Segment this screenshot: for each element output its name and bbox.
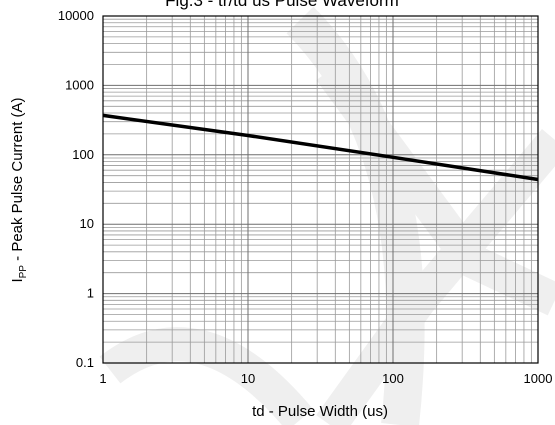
y-axis-label-prefix: I (9, 278, 26, 282)
y-tick-label: 1000 (65, 77, 94, 92)
x-tick-label: 100 (382, 371, 404, 386)
plot-frame (102, 15, 539, 364)
y-axis-label-subscript: PP (18, 265, 29, 279)
grid-minor (103, 16, 538, 363)
x-tick-label: 1000 (524, 371, 553, 386)
y-tick-label: 0.1 (76, 355, 94, 370)
y-tick-label: 10000 (58, 8, 94, 23)
y-axis-label: IPP - Peak Pulse Current (A) (9, 97, 29, 282)
watermark-stroke (99, 327, 314, 425)
watermark-stroke (286, 6, 425, 425)
y-tick-label: 1 (87, 286, 94, 301)
watermark-logo (99, 6, 555, 425)
x-axis-label: td - Pulse Width (us) (252, 403, 388, 420)
x-tick-labels: 1 10 100 1000 (99, 371, 552, 386)
y-axis-label-suffix: - Peak Pulse Current (A) (9, 97, 26, 265)
y-tick-label: 100 (72, 147, 94, 162)
series-line (102, 113, 539, 182)
x-tick-label: 10 (241, 371, 255, 386)
y-tick-labels: 0.1 1 10 100 1000 10000 (58, 8, 94, 370)
x-tick-label: 1 (99, 371, 106, 386)
y-tick-label: 10 (80, 216, 94, 231)
series-group (102, 113, 539, 182)
chart-title: Fig.3 - tr/td us Pulse Waveform (165, 0, 399, 10)
